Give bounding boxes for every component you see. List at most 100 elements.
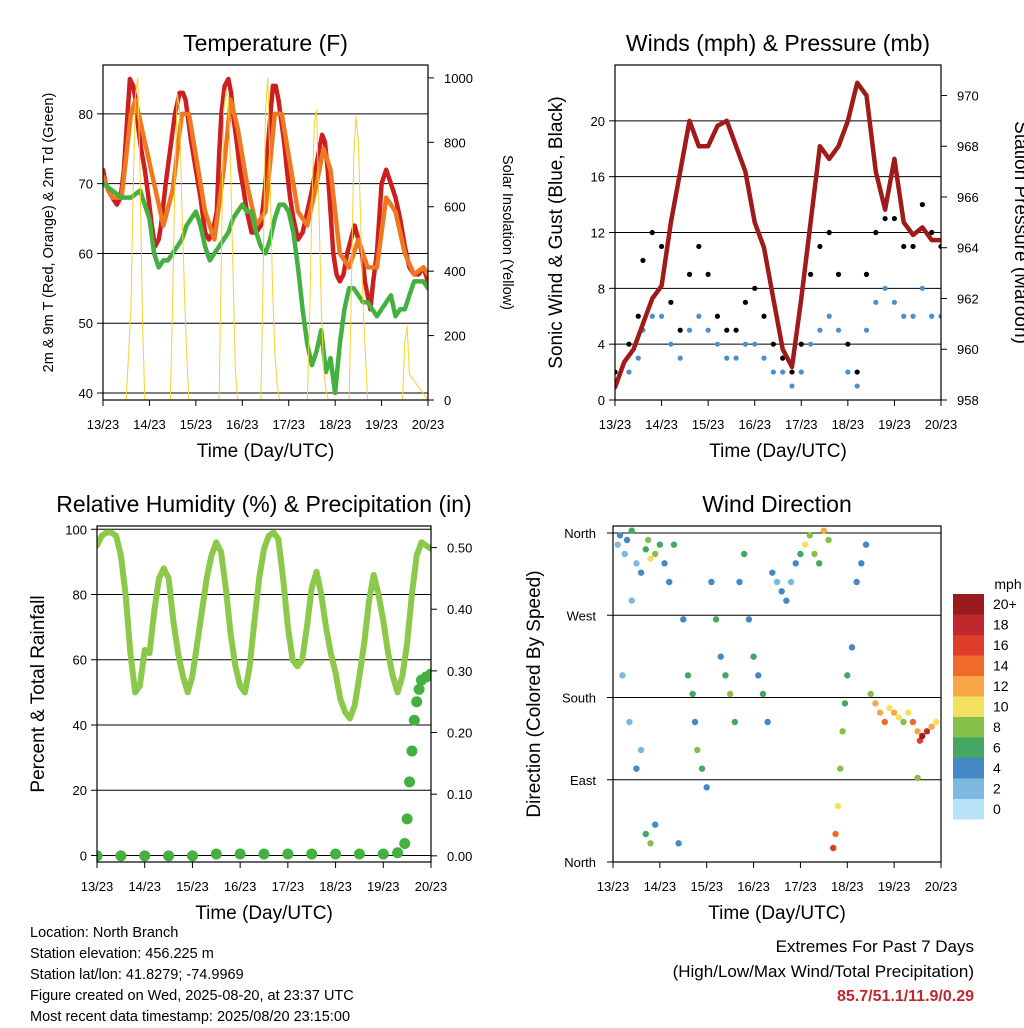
direction-point xyxy=(642,830,649,838)
direction-point xyxy=(844,672,851,679)
y-tick-label: 80 xyxy=(73,588,87,603)
y-tick-label: North xyxy=(564,855,596,870)
precip-point xyxy=(234,848,246,860)
wind-point xyxy=(705,327,711,333)
direction-point xyxy=(633,765,640,772)
wind-point xyxy=(705,271,711,277)
direction-point xyxy=(773,578,781,586)
wind-point xyxy=(891,215,898,222)
direction-point xyxy=(778,588,785,595)
wind-point xyxy=(938,243,941,250)
wind-point xyxy=(891,299,898,305)
wind-point xyxy=(798,341,804,347)
wind-point xyxy=(761,355,767,361)
precip-point xyxy=(353,848,365,860)
series-line xyxy=(615,80,941,390)
direction-point xyxy=(633,560,640,567)
direction-point xyxy=(832,830,839,838)
x-tick-label: 18/23 xyxy=(319,879,352,894)
direction-point xyxy=(759,690,767,698)
wind-point xyxy=(938,313,941,319)
x-tick-label: 13/23 xyxy=(599,417,632,432)
y-tick-label: 100 xyxy=(65,522,87,537)
direction-point xyxy=(717,653,724,660)
x-tick-label: 16/23 xyxy=(226,417,259,432)
recent-text: Most recent data timestamp: 2025/08/20 2… xyxy=(30,1009,351,1025)
legend-label: 14 xyxy=(993,658,1009,674)
direction-point xyxy=(614,541,621,548)
direction-point xyxy=(637,746,645,754)
wind-point xyxy=(873,299,879,305)
x-tick-label: 14/23 xyxy=(128,879,161,894)
wind-point xyxy=(845,369,851,375)
direction-point xyxy=(853,578,860,586)
direction-point xyxy=(820,527,828,534)
wind-point xyxy=(752,341,758,347)
chart-title: Wind Direction xyxy=(702,491,852,517)
wind-point xyxy=(686,327,693,333)
y-tick-label-right: 970 xyxy=(957,88,979,103)
legend-swatch xyxy=(953,635,984,656)
direction-point xyxy=(642,546,649,553)
wind-point xyxy=(929,229,935,236)
direction-point xyxy=(881,718,888,726)
direction-point xyxy=(914,774,921,782)
direction-point xyxy=(656,541,664,548)
precip-point xyxy=(282,848,294,860)
direction-point xyxy=(623,536,631,544)
legend-swatch xyxy=(953,737,984,758)
y-tick-label-right: 0.30 xyxy=(447,664,472,679)
legend-label: 2 xyxy=(993,781,1001,797)
y-tick-label: 70 xyxy=(79,177,93,192)
y-tick-label: 4 xyxy=(598,337,605,352)
wind-point xyxy=(789,369,795,375)
legend-swatch xyxy=(953,676,984,697)
wind-point xyxy=(696,313,702,319)
extremes-title: Extremes For Past 7 Days xyxy=(775,937,974,956)
x-tick-label: 19/23 xyxy=(365,417,398,432)
y-axis-label: Direction (Colored By Speed) xyxy=(524,570,545,817)
y-tick-label-right: 0.20 xyxy=(447,726,472,741)
wind-point xyxy=(817,243,823,250)
y-tick-label-right: 0.00 xyxy=(447,849,472,864)
y-axis-label-right: Solar Insolation (Yellow) xyxy=(499,155,515,310)
direction-point xyxy=(837,765,844,772)
y-tick-label-right: 0.50 xyxy=(447,541,472,556)
legend-swatch xyxy=(953,655,984,676)
wind-point xyxy=(626,369,632,375)
legend-swatch xyxy=(953,696,984,717)
y-axis-label-right: Station Pressure (Maroon) xyxy=(1010,121,1024,344)
x-tick-label: 17/23 xyxy=(272,417,305,432)
wind-point xyxy=(635,313,641,319)
direction-point xyxy=(769,569,776,576)
direction-point xyxy=(815,560,823,567)
wind-point xyxy=(724,355,730,361)
x-tick-label: 20/23 xyxy=(415,879,448,894)
chart-title: Relative Humidity (%) & Precipitation (i… xyxy=(56,491,471,517)
wind-point xyxy=(873,229,879,236)
x-tick-label: 19/23 xyxy=(367,879,400,894)
direction-point xyxy=(890,709,898,716)
direction-point xyxy=(621,550,628,558)
wind-point xyxy=(770,341,776,347)
x-tick-label: 17/23 xyxy=(785,417,818,432)
x-tick-label: 17/23 xyxy=(272,879,305,894)
precip-point xyxy=(115,850,127,862)
wind-point xyxy=(854,369,860,375)
wind-point xyxy=(649,229,655,236)
x-axis-label: Time (Day/UTC) xyxy=(197,441,335,462)
direction-point xyxy=(933,718,940,726)
legend-label: 6 xyxy=(993,740,1001,756)
legend-title: mph xyxy=(994,576,1021,592)
x-tick-label: 13/23 xyxy=(597,879,630,894)
y-tick-label-right: 966 xyxy=(957,190,979,205)
wind-point xyxy=(826,313,832,319)
direction-point xyxy=(830,844,837,852)
x-tick-label: 14/23 xyxy=(645,417,678,432)
direction-point xyxy=(644,536,652,544)
wind-point xyxy=(733,355,739,361)
wind-point xyxy=(677,327,683,333)
wind-point xyxy=(789,383,795,389)
direction-point xyxy=(670,541,678,548)
